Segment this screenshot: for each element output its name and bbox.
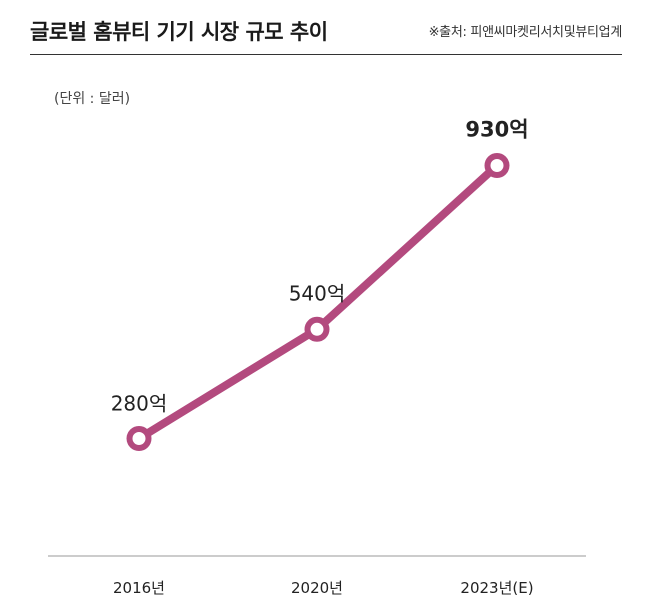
- data-point: [304, 316, 330, 342]
- source-note: ※출처: 피앤씨마켓리서치및뷰티업계: [428, 25, 623, 40]
- x-tick-label: 2016년: [113, 579, 165, 597]
- data-label: 280억: [111, 392, 168, 416]
- chart-title: 글로벌 홈뷰티 기기 시장 규모 추이: [30, 20, 328, 44]
- data-label: 540억: [289, 281, 346, 305]
- title-divider: [30, 54, 622, 55]
- x-tick-label: 2020년: [291, 579, 343, 597]
- data-point: [126, 426, 152, 451]
- x-tick-label: 2023년(E): [460, 579, 533, 597]
- unit-label: (단위 : 달러): [54, 91, 131, 107]
- data-point: [484, 153, 510, 178]
- data-label: 930억: [465, 118, 528, 142]
